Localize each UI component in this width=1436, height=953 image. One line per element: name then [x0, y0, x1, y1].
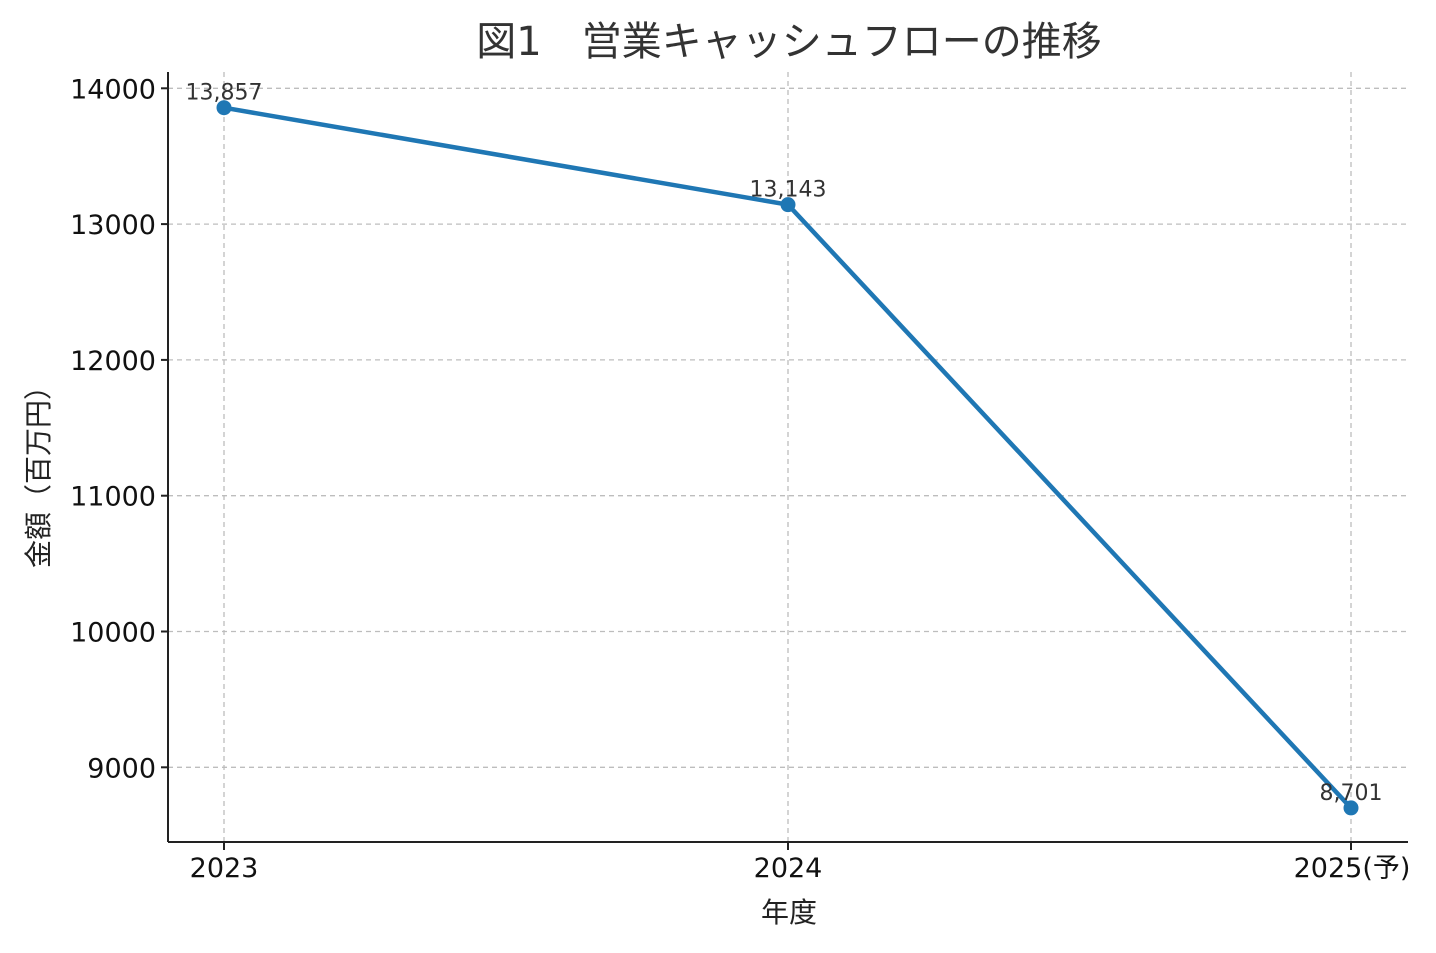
tick-labels: 9000 10000 11000 12000 13000 14000 2023 2024 202…: [70, 74, 1410, 884]
x-tick-label: 2023: [190, 853, 259, 884]
y-tick-label: 13000: [70, 210, 156, 241]
data-labels: 13,857 13,143 8,701: [186, 81, 1383, 806]
y-axis-label: 金額（百万円）: [22, 372, 55, 568]
axes: [161, 72, 1408, 850]
chart-title: 図1 営業キャッシュフローの推移: [476, 19, 1101, 65]
y-tick-label: 9000: [87, 753, 156, 784]
y-tick-label: 12000: [70, 346, 156, 377]
y-tick-label: 10000: [70, 618, 156, 649]
x-tick-label: 2025(予): [1294, 853, 1411, 884]
data-point: [780, 197, 796, 213]
x-tick-label: 2024: [754, 853, 823, 884]
data-point: [1343, 800, 1359, 816]
y-tick-label: 14000: [70, 74, 156, 105]
data-label: 8,701: [1320, 781, 1383, 806]
data-series: [216, 100, 1359, 816]
data-point: [216, 100, 232, 116]
x-axis-label: 年度: [761, 896, 817, 929]
y-tick-label: 11000: [70, 482, 156, 513]
data-label: 13,143: [750, 178, 827, 203]
data-label: 13,857: [186, 81, 263, 106]
